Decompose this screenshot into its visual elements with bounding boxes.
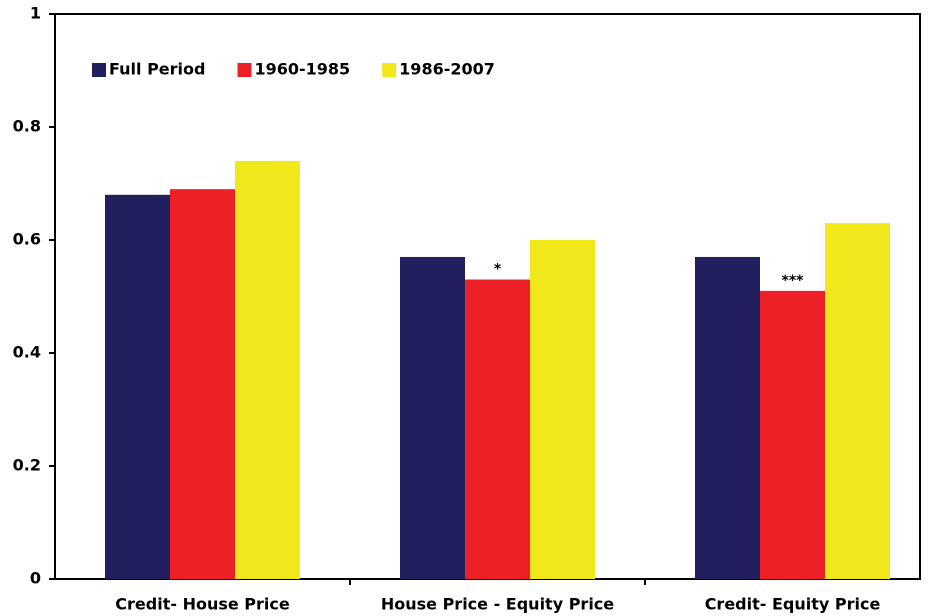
bar [170, 189, 235, 579]
bar [695, 256, 760, 579]
bar [825, 223, 890, 580]
x-tick-label: House Price - Equity Price [381, 595, 614, 614]
legend-label: 1960-1985 [254, 60, 350, 79]
legend-swatch [382, 63, 397, 77]
y-tick-label: 0.4 [13, 343, 41, 362]
y-tick-label: 0.2 [13, 456, 41, 475]
y-tick-label: 1 [30, 4, 41, 23]
y-tick-label: 0 [30, 569, 41, 588]
significance-marker: * [494, 262, 502, 278]
y-tick-label: 0.8 [13, 117, 41, 136]
significance-marker: *** [782, 273, 805, 289]
bar [105, 194, 170, 580]
bar [235, 160, 300, 579]
bar [760, 290, 825, 579]
y-tick-label: 0.6 [13, 230, 41, 249]
bar [465, 279, 530, 579]
bar [400, 256, 465, 579]
x-tick-label: Credit- House Price [115, 595, 290, 614]
legend-label: Full Period [109, 60, 205, 79]
bar [530, 240, 595, 579]
legend-swatch [92, 63, 106, 77]
legend-swatch [237, 63, 252, 77]
x-tick-label: Credit- Equity Price [705, 595, 881, 614]
legend-label: 1986-2007 [399, 60, 495, 79]
